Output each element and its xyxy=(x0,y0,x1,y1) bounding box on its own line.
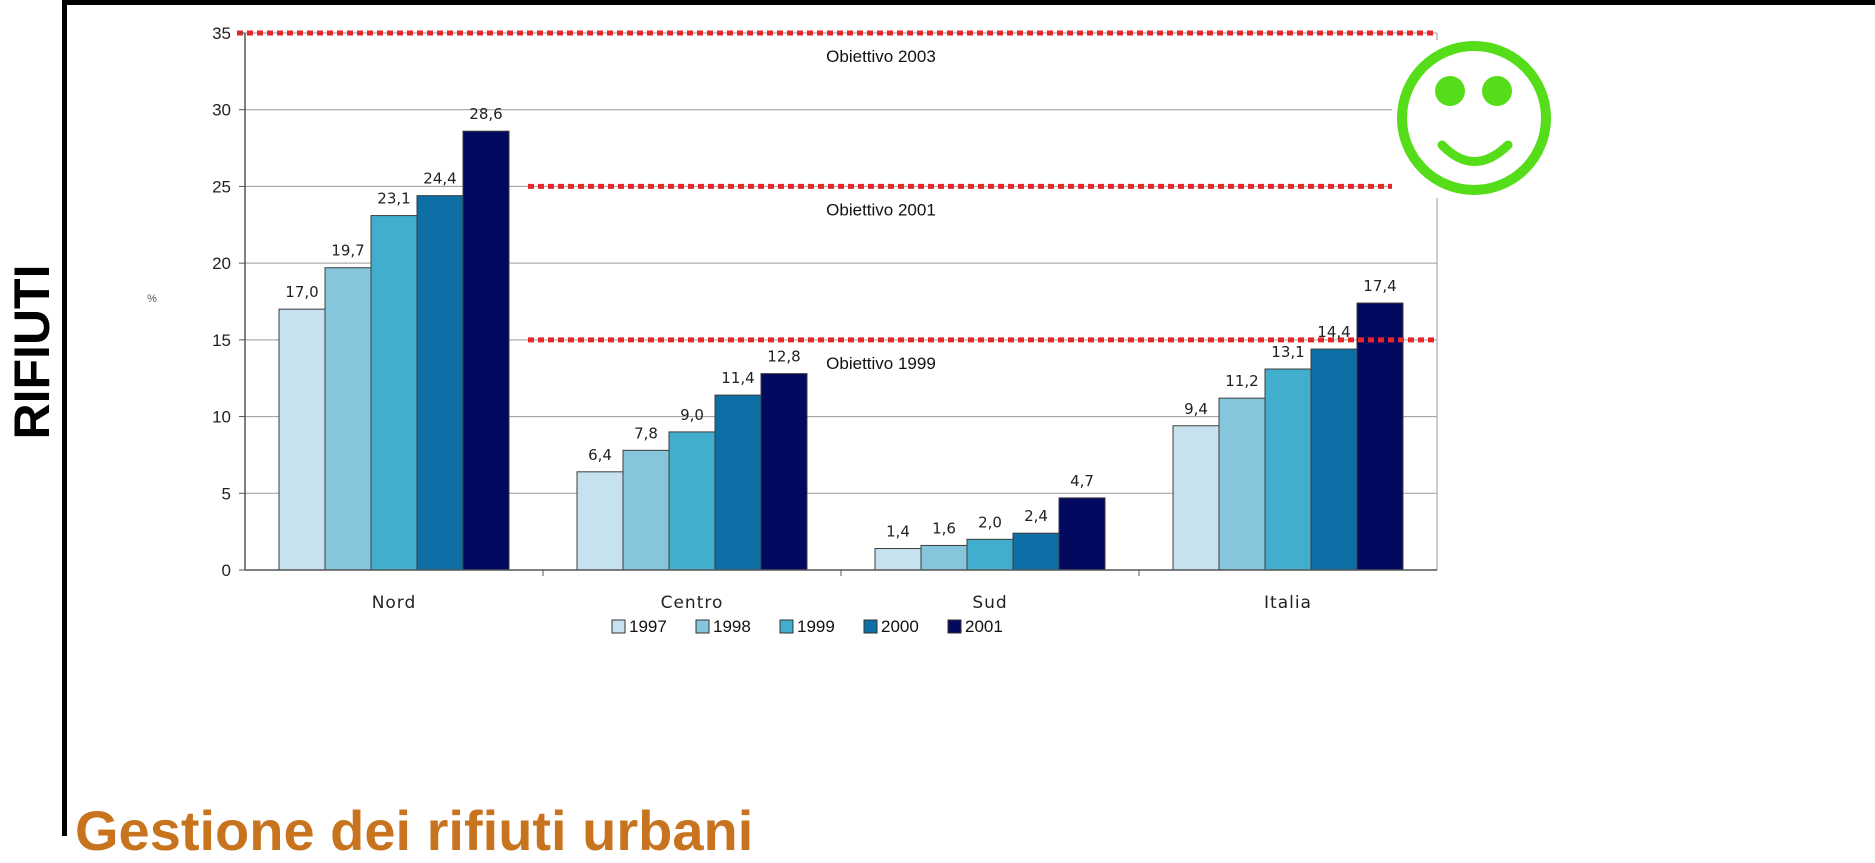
targets-layer: Obiettivo 2003 Obiettivo 2001 Obiettivo 19… xyxy=(237,30,1437,373)
bar xyxy=(1058,497,1106,571)
x-tick-label: Nord xyxy=(372,593,417,613)
icon-background xyxy=(1392,40,1562,198)
bar xyxy=(1356,302,1404,571)
legend-label: 2001 xyxy=(965,617,1003,636)
smiley-mouth xyxy=(1437,140,1513,166)
data-label: 6,4 xyxy=(588,446,612,464)
data-label: 17,4 xyxy=(1363,277,1396,295)
bar xyxy=(1218,397,1266,571)
data-label: 2,0 xyxy=(978,513,1002,531)
bar xyxy=(966,538,1014,571)
legend-label: 2000 xyxy=(881,617,919,636)
data-label: 14,4 xyxy=(1317,323,1350,341)
data-label: 1,6 xyxy=(932,519,956,537)
legend-label: 1997 xyxy=(629,617,667,636)
data-label: 1,4 xyxy=(886,523,910,541)
data-label: 28,6 xyxy=(469,105,502,123)
bar xyxy=(1264,368,1312,571)
y-tick-label: 25 xyxy=(212,177,231,196)
smiley-face-icon xyxy=(1392,40,1562,198)
data-label: 17,0 xyxy=(285,283,318,301)
legend-label: 1999 xyxy=(797,617,835,636)
y-tick-label: 5 xyxy=(222,484,231,503)
y-tick-label: 10 xyxy=(212,408,231,427)
target-label: Obiettivo 2001 xyxy=(826,200,936,219)
bar xyxy=(1310,348,1358,571)
data-label: 12,8 xyxy=(767,348,800,366)
legend-swatch xyxy=(863,619,878,634)
data-label: 13,1 xyxy=(1271,343,1304,361)
x-tick-label: Sud xyxy=(972,593,1007,613)
data-label: 23,1 xyxy=(377,190,410,208)
data-label: 24,4 xyxy=(423,170,456,188)
bar xyxy=(714,394,762,571)
bar xyxy=(1012,532,1060,571)
y-tick-label: 20 xyxy=(212,254,231,273)
bar xyxy=(668,431,716,571)
x-tick-label: Italia xyxy=(1264,593,1312,613)
bars-layer xyxy=(278,130,1404,571)
bar xyxy=(1172,425,1220,571)
data-label: 9,4 xyxy=(1184,400,1208,418)
axis-layer: 0 5 10 15 20 25 30 35% Nord Centro Sud Italia xyxy=(147,24,1437,613)
y-axis-label: % xyxy=(147,293,157,305)
bar-chart: Obiettivo 2003 Obiettivo 2001 Obiettivo 19… xyxy=(147,24,1562,636)
legend: 1997 1998 1999 2000 2001 xyxy=(611,617,1003,636)
data-label: 19,7 xyxy=(331,242,364,260)
slide-border-top xyxy=(62,0,1875,5)
y-tick-label: 0 xyxy=(222,561,231,580)
slide: RIFIUTI Obiettivo 2003 Obiettivo 2001 Obie… xyxy=(4,0,1875,862)
data-label: 11,4 xyxy=(721,369,754,387)
legend-swatch xyxy=(947,619,962,634)
bar xyxy=(416,195,464,571)
bar xyxy=(370,215,418,571)
bar xyxy=(622,449,670,571)
labels-layer: 17,0 19,7 23,1 24,4 28,6 6,4 7,8 9,0 11,4 12,8 1,4… xyxy=(285,105,1396,540)
bar xyxy=(760,373,808,571)
y-tick-label: 30 xyxy=(212,101,231,120)
bar xyxy=(462,130,510,571)
legend-label: 1998 xyxy=(713,617,751,636)
smiley-left-eye xyxy=(1435,76,1465,106)
smiley-outline xyxy=(1397,41,1551,195)
y-tick-label: 35 xyxy=(212,24,231,43)
data-label: 9,0 xyxy=(680,406,704,424)
data-label: 2,4 xyxy=(1024,507,1048,525)
bar xyxy=(576,471,624,571)
bar xyxy=(920,544,968,571)
slide-border-left xyxy=(62,0,67,836)
bottom-heading: Gestione dei rifiuti urbani xyxy=(75,799,754,862)
target-label: Obiettivo 2003 xyxy=(826,47,936,66)
data-label: 11,2 xyxy=(1225,372,1258,390)
data-label: 4,7 xyxy=(1070,472,1094,490)
bar xyxy=(324,267,372,571)
target-label: Obiettivo 1999 xyxy=(826,354,936,373)
legend-swatch xyxy=(695,619,710,634)
y-tick-label: 15 xyxy=(212,331,231,350)
smiley-right-eye xyxy=(1482,76,1512,106)
legend-swatch xyxy=(611,619,626,634)
x-tick-label: Centro xyxy=(661,593,724,613)
bar xyxy=(874,548,922,571)
legend-swatch xyxy=(779,619,794,634)
bar xyxy=(278,308,326,571)
data-label: 7,8 xyxy=(634,424,658,442)
